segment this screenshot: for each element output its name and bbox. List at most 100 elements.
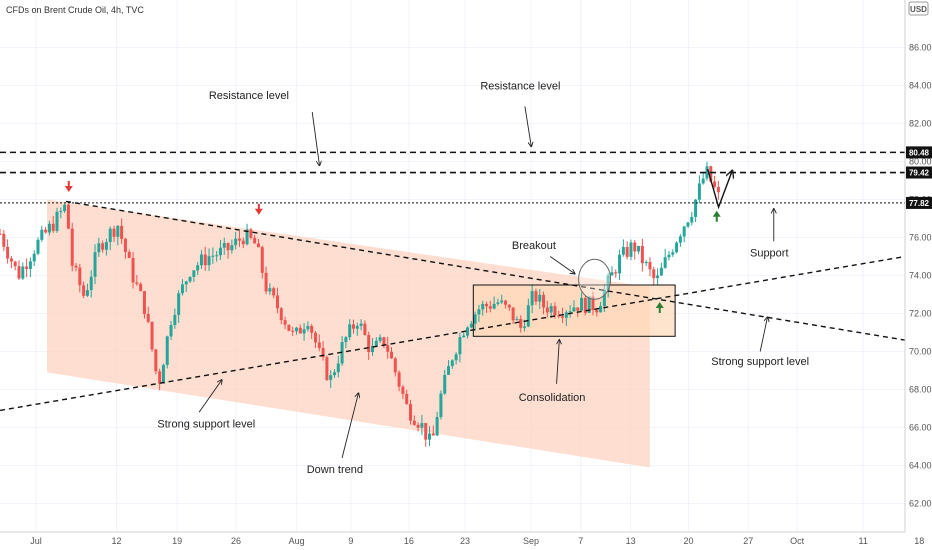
- candle-body-74: [279, 308, 283, 321]
- ytick-62.00: 62.00: [909, 499, 932, 509]
- candle-body-96: [363, 323, 367, 335]
- xtick-9: 9: [348, 536, 353, 546]
- candle-body-59: [222, 243, 226, 248]
- candle-body-155: [587, 296, 591, 313]
- label-breakout: Breakout: [512, 240, 556, 252]
- candle-body-0: [0, 233, 2, 235]
- candle-body-4: [13, 261, 17, 267]
- candle-body-120: [454, 354, 458, 361]
- candle-body-89: [336, 363, 340, 373]
- candle-body-98: [370, 345, 374, 353]
- downtrend-resistance-line[interactable]: [65, 200, 906, 341]
- xtick-11: 11: [858, 536, 867, 546]
- label-consolidation: Consolidation: [519, 392, 586, 404]
- candle-body-44: [165, 336, 169, 365]
- candle-body-164: [621, 247, 625, 255]
- candle-body-39: [146, 313, 150, 322]
- candle-body-167: [633, 242, 637, 252]
- candle-body-117: [443, 374, 447, 394]
- candle-body-55: [207, 256, 211, 266]
- projection-arrow: [707, 169, 732, 210]
- breakout-circle: [578, 258, 612, 300]
- candle-body-34: [127, 251, 131, 258]
- candle-body-92: [348, 324, 352, 338]
- candle-body-72: [272, 288, 276, 296]
- candle-body-50: [188, 276, 192, 282]
- chart-title: CFDs on Brent Crude Oil, 4h, TVC: [6, 5, 144, 15]
- candle-body-87: [329, 375, 333, 380]
- candle-body-23: [85, 290, 89, 296]
- candle-body-78: [294, 327, 298, 332]
- candle-body-149: [564, 312, 568, 318]
- candle-body-88: [332, 372, 336, 376]
- candle-body-156: [591, 296, 595, 311]
- candle-body-186: [705, 166, 709, 179]
- candle-body-65: [245, 229, 249, 245]
- candle-body-128: [485, 303, 489, 307]
- candle-body-145: [549, 306, 553, 313]
- candle-body-61: [230, 245, 234, 251]
- candle-body-175: [663, 257, 667, 268]
- candle-body-144: [545, 307, 549, 313]
- arrow-resistance-left: [311, 112, 319, 165]
- level-80.48-axis-badge: [906, 146, 932, 159]
- candle-body-17: [63, 204, 67, 212]
- ytick-66.00: 66.00: [909, 423, 932, 433]
- candle-body-67: [253, 237, 257, 244]
- candle-body-150: [568, 311, 572, 313]
- candle-body-8: [28, 261, 32, 269]
- arrow-down-trend: [341, 393, 358, 459]
- candle-body-152: [576, 307, 580, 311]
- arrow-consolidation: [556, 340, 560, 384]
- candle-body-169: [640, 245, 644, 264]
- arrow-strong-support-left: [198, 380, 222, 413]
- candle-body-171: [648, 261, 652, 270]
- candle-body-71: [268, 288, 272, 292]
- candle-body-125: [473, 314, 477, 324]
- candle-body-148: [561, 316, 565, 318]
- ytick-64.00: 64.00: [909, 461, 932, 471]
- candle-body-146: [553, 306, 557, 316]
- candle-body-118: [447, 366, 451, 375]
- candle-body-40: [150, 321, 154, 350]
- candle-body-99: [374, 340, 378, 346]
- xtick-26: 26: [231, 536, 241, 546]
- consolidation-box[interactable]: [472, 284, 676, 337]
- candle-body-58: [218, 247, 222, 256]
- price-axis[interactable]: 86.0084.0082.0080.0078.0076.0074.0072.00…: [904, 0, 932, 550]
- xtick-27: 27: [743, 536, 753, 546]
- candle-body-143: [542, 294, 546, 308]
- candle-body-108: [409, 404, 413, 421]
- time-axis[interactable]: Jul 12 19 26 Aug 9 16 23 Sep 7 13 20 27 Oct 11 18: [0, 531, 924, 546]
- candle-body-69: [260, 247, 264, 273]
- candle-body-109: [412, 420, 416, 425]
- xtick-Jul: Jul: [30, 536, 42, 546]
- arrow-breakout: [549, 256, 574, 274]
- candle-body-19: [70, 228, 74, 266]
- currency-badge[interactable]: USD: [908, 1, 929, 16]
- candle-body-48: [180, 284, 184, 294]
- candle-body-116: [439, 393, 443, 417]
- ytick-74.00: 74.00: [909, 271, 932, 281]
- candle-body-81: [306, 325, 310, 330]
- candle-body-57: [215, 255, 219, 257]
- candle-body-139: [526, 305, 530, 327]
- ytick-80.00: 80.00: [909, 157, 932, 167]
- green-arrow-marker-2-stem: [715, 215, 718, 222]
- candle-body-52: [196, 265, 200, 271]
- candle-body-86: [325, 357, 329, 380]
- candle-body-11: [40, 229, 44, 240]
- candle-body-189: [716, 186, 720, 193]
- candle-body-159: [602, 289, 606, 307]
- candle-body-151: [572, 307, 576, 312]
- green-arrow-marker-2: [712, 210, 721, 217]
- candle-body-91: [344, 337, 348, 343]
- candle-body-102: [386, 345, 390, 352]
- ytick-70.00: 70.00: [909, 347, 932, 357]
- candle-body-7: [25, 266, 29, 269]
- candle-body-3: [9, 258, 13, 262]
- candle-body-103: [390, 351, 394, 359]
- xtick-16: 16: [404, 536, 414, 546]
- candle-body-185: [701, 178, 705, 184]
